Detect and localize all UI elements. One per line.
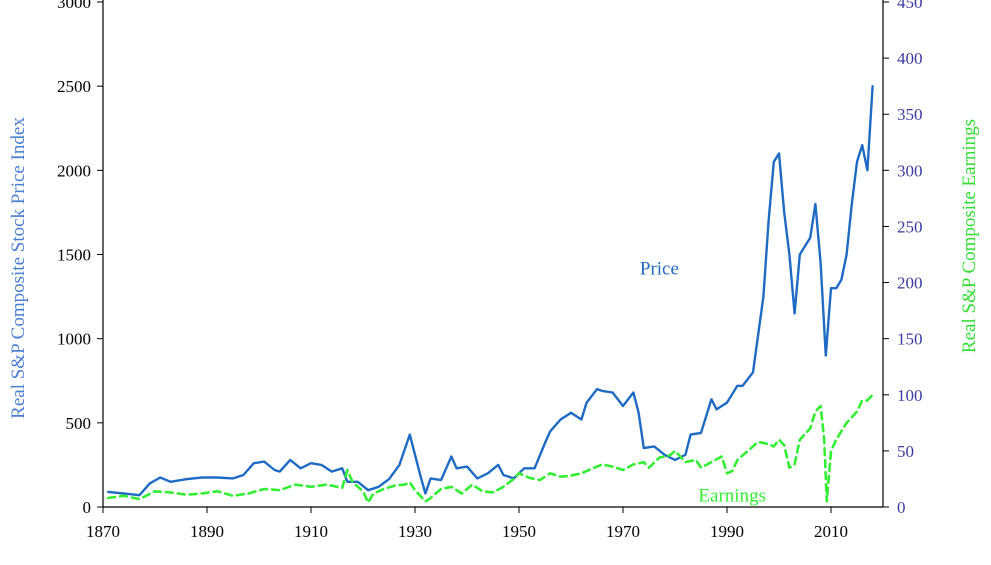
y-right-tick-label: 300 bbox=[897, 161, 923, 180]
price-series-label: Price bbox=[640, 259, 679, 280]
y-left-tick-label: 1000 bbox=[57, 330, 91, 349]
y-right-tick-label: 50 bbox=[897, 442, 914, 461]
y-left-tick-label: 500 bbox=[66, 414, 92, 433]
y-left-tick-label: 3000 bbox=[57, 0, 91, 12]
x-tick-label: 2010 bbox=[814, 522, 848, 541]
y-right-tick-label: 350 bbox=[897, 105, 923, 124]
x-tick-label: 1990 bbox=[710, 522, 744, 541]
y-left-tick-label: 0 bbox=[83, 498, 92, 517]
y-right-tick-label: 200 bbox=[897, 274, 923, 293]
y-right-tick-label: 400 bbox=[897, 49, 923, 68]
y-right-tick-label: 0 bbox=[897, 498, 906, 517]
x-tick-label: 1950 bbox=[502, 522, 536, 541]
x-tick-label: 1890 bbox=[190, 522, 224, 541]
price-series-line bbox=[106, 84, 874, 497]
y-left-tick-label: 2000 bbox=[57, 161, 91, 180]
x-tick-label: 1870 bbox=[86, 522, 120, 541]
y-right-tick-label: 250 bbox=[897, 217, 923, 236]
x-tick-label: 1970 bbox=[606, 522, 640, 541]
y-right-tick-label: 450 bbox=[897, 0, 923, 12]
y-axis-left-title: Real S&P Composite Stock Price Index bbox=[8, 117, 29, 419]
y-axis-right-title: Real S&P Composite Earnings bbox=[959, 119, 980, 353]
earnings-series-label: Earnings bbox=[698, 485, 766, 506]
x-tick-label: 1930 bbox=[398, 522, 432, 541]
y-left-tick-label: 1500 bbox=[57, 246, 91, 265]
earnings-series-line bbox=[106, 393, 874, 504]
x-tick-label: 1910 bbox=[294, 522, 328, 541]
y-right-tick-label: 100 bbox=[897, 386, 923, 405]
y-right-tick-label: 150 bbox=[897, 330, 923, 349]
y-left-tick-label: 2500 bbox=[57, 77, 91, 96]
